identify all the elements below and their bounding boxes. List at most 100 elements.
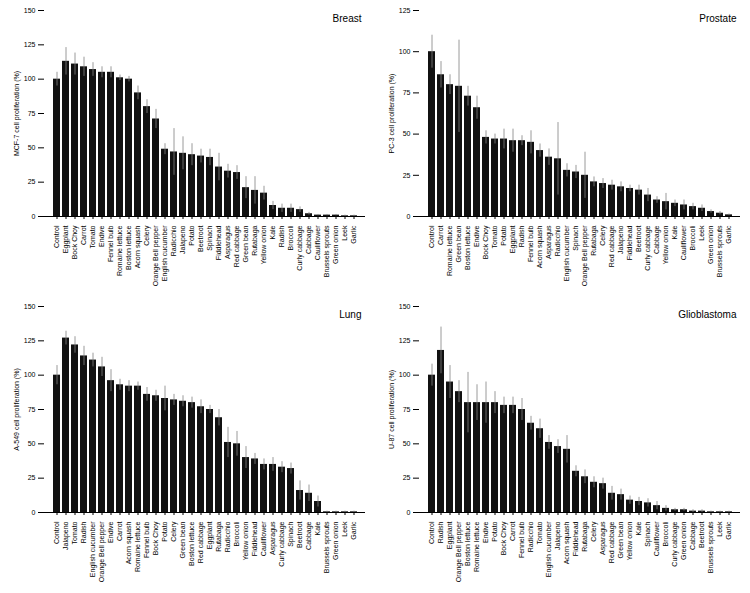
svg-text:125: 125 [24,337,36,344]
svg-text:Romaine lettuce: Romaine lettuce [116,225,123,276]
svg-text:Cabbage: Cabbage [305,521,313,550]
svg-text:Eggplant: Eggplant [446,521,454,549]
svg-text:Kale: Kale [269,225,276,239]
svg-text:Radicchio: Radicchio [554,225,561,256]
svg-text:Control: Control [53,225,60,248]
svg-text:150: 150 [399,303,411,310]
svg-text:50: 50 [403,440,411,447]
svg-text:MCF-7 cell proliferation (%): MCF-7 cell proliferation (%) [13,71,21,156]
svg-text:Radish: Radish [80,521,87,543]
svg-text:Radicchio: Radicchio [224,521,231,552]
svg-text:0: 0 [407,213,411,220]
svg-text:Cabbage: Cabbage [653,225,661,254]
svg-text:Bock Choy: Bock Choy [500,521,508,555]
svg-text:Kale: Kale [671,225,678,239]
svg-text:0: 0 [32,213,36,220]
svg-text:Leek: Leek [341,521,348,537]
svg-text:Endive: Endive [98,225,105,247]
svg-text:Acorn squash: Acorn squash [134,225,142,268]
svg-text:Cabbage: Cabbage [689,521,697,550]
svg-text:Beetroot: Beetroot [197,225,204,252]
svg-text:Curly cabbage: Curly cabbage [296,225,304,270]
svg-text:Asparagus: Asparagus [545,225,553,259]
svg-text:Garlic: Garlic [725,225,732,244]
svg-text:Yellow onion: Yellow onion [662,225,669,264]
svg-text:Radish: Radish [437,521,444,543]
svg-text:Rutabaga: Rutabaga [215,521,223,551]
svg-text:Celery: Celery [599,225,607,246]
svg-text:Fiddlehead: Fiddlehead [215,225,222,260]
svg-text:50: 50 [28,144,36,151]
svg-text:Jalapeno: Jalapeno [62,521,70,550]
svg-text:Cauliflower: Cauliflower [260,521,267,556]
svg-text:Red cabbage: Red cabbage [608,225,616,267]
svg-text:Fennel bulb: Fennel bulb [527,225,534,262]
svg-text:A-549 cell proliferation (%): A-549 cell proliferation (%) [13,368,21,450]
svg-text:English cucumber: English cucumber [161,225,169,281]
svg-text:75: 75 [403,406,411,413]
svg-text:Boston lettuce: Boston lettuce [125,225,132,269]
svg-text:Garlic: Garlic [350,521,357,540]
svg-text:Yellow onion: Yellow onion [626,521,633,560]
svg-text:Eggplant: Eggplant [206,521,214,549]
svg-text:Celery: Celery [590,521,598,542]
svg-text:Potato: Potato [188,225,195,245]
svg-text:Boston lettuce: Boston lettuce [188,521,195,565]
svg-text:Asparagus: Asparagus [269,521,277,555]
svg-text:Fennel bulb: Fennel bulb [518,521,525,558]
svg-text:25: 25 [28,474,36,481]
svg-text:Fiddlehead: Fiddlehead [626,225,633,260]
svg-text:Green onion: Green onion [707,225,714,264]
svg-text:Romaine lettuce: Romaine lettuce [134,521,141,572]
svg-text:Kale: Kale [635,521,642,535]
svg-text:Radicchio: Radicchio [527,521,534,552]
svg-text:Radicchio: Radicchio [170,225,177,256]
svg-text:125: 125 [399,7,411,14]
svg-text:Rutabaga: Rutabaga [251,225,259,255]
svg-text:Green bean: Green bean [242,225,249,262]
svg-text:100: 100 [24,371,36,378]
svg-text:Eggplant: Eggplant [62,225,70,253]
svg-text:Bock Choy: Bock Choy [152,521,160,555]
svg-text:Leek: Leek [341,225,348,241]
svg-text:Endive: Endive [107,521,114,543]
svg-text:Red cabbage: Red cabbage [233,225,241,267]
svg-text:Cauliflower: Cauliflower [653,521,660,556]
svg-text:Spinach: Spinach [287,521,295,546]
svg-text:Glioblastoma: Glioblastoma [678,309,737,320]
svg-text:Control: Control [428,225,435,248]
svg-text:100: 100 [399,48,411,55]
svg-text:Rutabaga: Rutabaga [581,521,589,551]
svg-text:75: 75 [28,110,36,117]
svg-text:Jalapeno: Jalapeno [617,225,625,254]
svg-text:Leek: Leek [698,225,705,241]
svg-text:Kale: Kale [314,521,321,535]
svg-text:Eggplant: Eggplant [509,225,517,253]
svg-text:Carrot: Carrot [509,521,516,541]
svg-text:Control: Control [53,521,60,544]
svg-text:Curly cabbage: Curly cabbage [644,225,652,270]
svg-text:Acorn squash: Acorn squash [563,521,571,564]
svg-text:Green bean: Green bean [455,225,462,262]
svg-text:75: 75 [28,406,36,413]
svg-text:Green bean: Green bean [617,521,624,558]
svg-text:150: 150 [24,303,36,310]
svg-text:100: 100 [399,371,411,378]
svg-text:Celery: Celery [143,225,151,246]
svg-text:Celery: Celery [170,521,178,542]
svg-text:Lung: Lung [339,309,361,320]
svg-text:Spinach: Spinach [206,225,214,250]
svg-text:Bock Choy: Bock Choy [71,225,79,259]
svg-text:125: 125 [399,337,411,344]
svg-text:Endive: Endive [482,521,489,543]
svg-text:Broccoli: Broccoli [689,225,696,250]
svg-text:Brussels sprouts: Brussels sprouts [716,225,724,277]
svg-text:Garlic: Garlic [350,225,357,244]
svg-text:0: 0 [407,509,411,516]
svg-text:Green onion: Green onion [332,521,339,560]
svg-text:50: 50 [403,130,411,137]
svg-text:25: 25 [403,474,411,481]
svg-text:Acorn squash: Acorn squash [536,225,544,268]
svg-text:Tomato: Tomato [89,225,96,248]
svg-text:Broccoli: Broccoli [662,521,669,546]
